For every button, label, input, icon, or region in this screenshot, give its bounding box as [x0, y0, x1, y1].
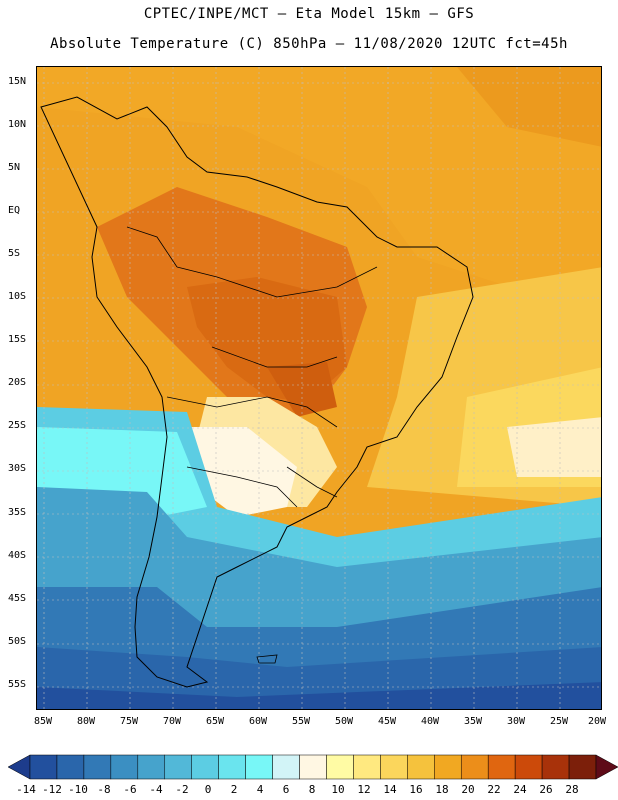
- colorbar-label: 14: [383, 783, 397, 796]
- colorbar-segment: [29, 754, 58, 780]
- lat-label: 45S: [8, 593, 27, 604]
- lat-label: 5S: [8, 248, 21, 259]
- lon-label: 70W: [162, 716, 182, 727]
- colorbar-segment: [353, 754, 381, 780]
- colorbar-segment: [407, 754, 435, 780]
- colorbar-label: -2: [175, 783, 189, 796]
- colorbar-segment: [326, 754, 354, 780]
- colorbar-label: 8: [308, 783, 316, 796]
- lat-label: 10N: [8, 119, 27, 130]
- colorbar-label: 28: [565, 783, 579, 796]
- colorbar-label: 6: [282, 783, 290, 796]
- colorbar-label: 20: [461, 783, 475, 796]
- lon-label: 50W: [334, 716, 354, 727]
- colorbar-label: 2: [230, 783, 238, 796]
- colorbar-label: -6: [123, 783, 137, 796]
- colorbar-segment: [56, 754, 85, 780]
- lat-label: 15S: [8, 334, 27, 345]
- colorbar-segment: [514, 754, 543, 780]
- lon-label: 80W: [76, 716, 96, 727]
- colorbar-segment: [137, 754, 166, 780]
- colorbar-segment: [380, 754, 408, 780]
- lat-label: 5N: [8, 162, 21, 173]
- colorbar-label: 4: [256, 783, 264, 796]
- lon-label: 45W: [377, 716, 397, 727]
- colorbar-label: 0: [204, 783, 212, 796]
- lat-label: 15N: [8, 76, 27, 87]
- colorbar-label: -14: [16, 783, 36, 796]
- colorbar-label: -4: [149, 783, 163, 796]
- temperature-colorbar: [8, 754, 618, 780]
- colorbar-segment: [110, 754, 139, 780]
- lon-label: 25W: [549, 716, 569, 727]
- colorbar-segment: [83, 754, 112, 780]
- lat-label: 40S: [8, 550, 27, 561]
- colorbar-segment: [245, 754, 273, 780]
- coastline: [40, 96, 474, 688]
- colorbar-segment: [164, 754, 192, 780]
- lat-label: 35S: [8, 507, 27, 518]
- colorbar-segment: [595, 754, 618, 780]
- colorbar-label: 16: [409, 783, 423, 796]
- lon-label: 35W: [463, 716, 483, 727]
- map-canvas: [37, 67, 601, 709]
- colorbar-segment: [191, 754, 219, 780]
- colorbar-segment: [541, 754, 570, 780]
- lon-label: 30W: [506, 716, 526, 727]
- lon-label: 75W: [119, 716, 139, 727]
- colorbar-segment: [568, 754, 597, 780]
- colorbar-segment: [487, 754, 516, 780]
- lat-label: 30S: [8, 463, 27, 474]
- colorbar-segment: [460, 754, 489, 780]
- lon-label: 60W: [248, 716, 268, 727]
- lat-label: 25S: [8, 420, 27, 431]
- colorbar-label: 18: [435, 783, 449, 796]
- lon-label: 85W: [33, 716, 53, 727]
- colorbar-label: -8: [97, 783, 111, 796]
- colorbar-segment: [272, 754, 300, 780]
- colorbar-label: 24: [513, 783, 527, 796]
- colorbar-segment: [8, 754, 31, 780]
- colorbar-label: -12: [42, 783, 62, 796]
- temperature-map: [36, 66, 602, 710]
- lon-label: 65W: [205, 716, 225, 727]
- colorbar-label: 12: [357, 783, 371, 796]
- colorbar-segment: [299, 754, 327, 780]
- colorbar-label: 22: [487, 783, 501, 796]
- map-title: CPTEC/INPE/MCT – Eta Model 15km – GFS: [143, 6, 475, 22]
- lat-label: 55S: [8, 679, 27, 690]
- lat-label: 20S: [8, 377, 27, 388]
- map-subtitle: Absolute Temperature (C) 850hPa – 11/08/…: [50, 36, 568, 52]
- lat-label: 10S: [8, 291, 27, 302]
- lon-label: 20W: [587, 716, 607, 727]
- lon-label: 40W: [420, 716, 440, 727]
- lon-label: 55W: [291, 716, 311, 727]
- colorbar-segment: [218, 754, 246, 780]
- colorbar-segment: [434, 754, 462, 780]
- lat-label: 50S: [8, 636, 27, 647]
- colorbar-label: -10: [68, 783, 88, 796]
- colorbar-label: 10: [331, 783, 345, 796]
- lat-label: EQ: [8, 205, 21, 216]
- colorbar-label: 26: [539, 783, 553, 796]
